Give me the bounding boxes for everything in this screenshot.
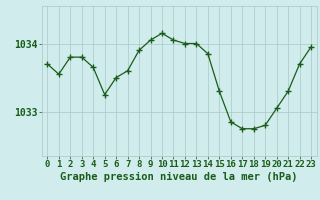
X-axis label: Graphe pression niveau de la mer (hPa): Graphe pression niveau de la mer (hPa) — [60, 172, 298, 182]
